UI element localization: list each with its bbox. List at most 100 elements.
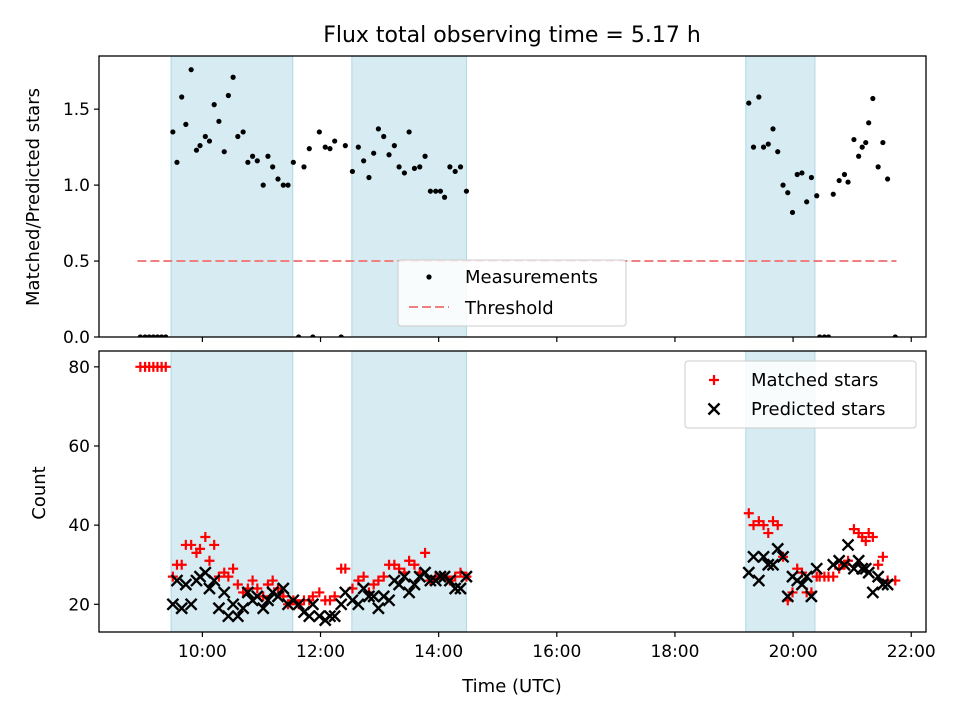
matched-star-point [228,563,239,574]
measurement-point [396,164,402,170]
measurement-point [260,182,266,188]
measurement-point [202,133,208,140]
legend-box [397,259,627,327]
measurement-point [870,95,876,102]
matched-star-point [195,543,206,554]
predicted-star-point [776,550,790,564]
measurement-point [406,129,412,135]
measurement-point [775,149,781,155]
predicted-star-point [261,593,275,607]
measurement-point [880,139,886,146]
axes-frame [98,55,927,338]
legend: Matched stars Predicted stars [684,360,917,429]
predicted-star-point [271,590,285,603]
predicted-star-point [184,597,198,611]
matched-star-point [307,591,318,602]
y-tick-label: 80 [68,358,90,378]
measurement-point [322,144,328,150]
measurement-point [427,188,433,194]
measurement-point [437,188,444,194]
measurement-point [206,138,213,144]
measurement-point [841,171,848,178]
predicted-star-point [203,582,216,595]
measurement-point [183,121,189,127]
predicted-star-point [226,597,240,611]
measurement-point [794,171,800,178]
matched-star-point [828,571,839,582]
matched-star-point [743,508,754,519]
matched-star-point [209,539,220,550]
predicted-star-point [306,597,320,611]
predicted-star-point [357,582,370,595]
measurement-point [804,199,810,205]
predicted-star-point [217,586,231,599]
measurement-point [235,133,241,140]
predicted-star-point [443,574,457,587]
measurement-point [381,133,387,140]
predicted-star-point [855,562,869,576]
plot-area [135,351,901,632]
x-axis-label: Time (UTC) [461,676,562,697]
matched-star-point [160,361,171,372]
measurement-point [756,94,762,100]
predicted-star-point [367,590,381,603]
predicted-star-point [434,570,447,583]
measurement-point [799,170,805,176]
legend-label-threshold: Threshold [464,298,554,319]
predicted-star-point [424,574,437,587]
x-tick-label: 16:00 [532,642,581,662]
y-tick-label: 40 [68,516,90,536]
predicted-star-point [771,542,785,556]
predicted-star-point [454,582,467,595]
legend-label-matched: Matched stars [751,370,878,391]
predicted-star-point [795,578,809,591]
measurement-point [174,159,180,165]
bottom-panel: 20 40 60 80 10:00 12:00 14:00 16:00 18:00 20:00 22… [68,350,936,662]
measurement-point [285,182,291,188]
matched-star-point [378,571,389,582]
measurement-point [875,164,881,170]
measurement-point [780,182,786,188]
predicted-star-point [766,558,780,572]
x-tick-label: 12:00 [296,642,345,662]
measurement-point [422,153,428,159]
matched-star-point [860,535,871,546]
legend-box [684,360,917,429]
measurement-point [275,176,281,182]
measurement-point [433,188,439,194]
axes-frame [98,350,927,633]
predicted-star-point [292,597,306,611]
matched-star-point [772,520,783,531]
measurement-point [290,159,296,165]
matched-star-point [176,559,187,570]
predicted-star-point [323,609,337,623]
x-tick-label: 10:00 [178,642,227,662]
top-panel: 0.0 0.5 1.0 1.5 Measurements Threshold [63,55,927,348]
measurement-point [452,168,458,175]
measurement-point [249,153,256,159]
predicted-star-point [312,609,326,623]
x-tick-label: 22:00 [887,642,936,662]
measurement-point [785,190,791,196]
measurement-point [349,168,356,175]
measurement-point [230,74,236,80]
predicted-star-point [351,597,365,611]
matched-star-point [186,539,197,550]
predicted-star-point [826,558,840,572]
measurement-point [280,182,286,188]
matched-star-point [373,575,384,586]
matched-star-point [232,579,243,590]
measurement-point [216,118,222,124]
measurement-point [265,153,271,159]
predicted-star-point [166,597,180,611]
measurement-point [306,146,312,152]
matched-star-point [409,559,420,570]
measurement-point [240,129,246,135]
matched-star-point [247,575,258,586]
chart-title: Flux total observing time = 5.17 h [323,23,701,48]
measurement-point [447,164,453,170]
predicted-star-point [460,570,473,583]
y-tick-label: 60 [68,437,90,457]
measurement-point [417,164,423,170]
